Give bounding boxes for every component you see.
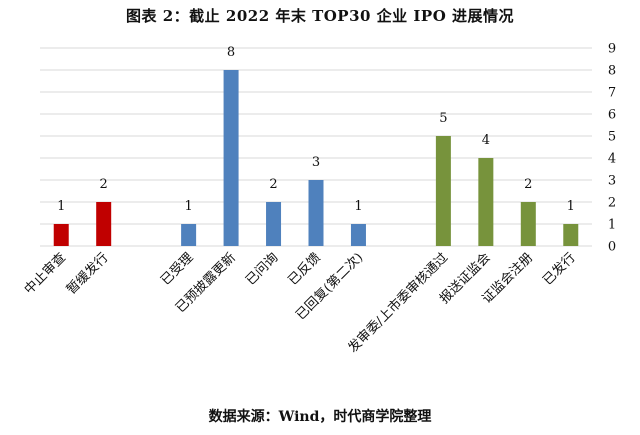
chart-title: 图表 2：截止 2022 年末 TOP30 企业 IPO 进展情况 <box>126 7 514 25</box>
bar-10 <box>478 158 494 246</box>
data-label-1: 2 <box>100 177 108 192</box>
data-label-12: 1 <box>567 199 575 214</box>
y-tick-label-5: 5 <box>608 130 616 145</box>
bar-9 <box>435 136 451 246</box>
category-label-6: 已反馈 <box>286 250 324 288</box>
data-label-6: 3 <box>312 155 320 170</box>
y-tick-label-0: 0 <box>608 240 616 255</box>
y-axis-ticks: 0 1 2 3 4 5 6 7 8 9 <box>608 42 616 255</box>
y-tick-label-4: 4 <box>608 152 616 167</box>
data-label-0: 1 <box>57 199 65 214</box>
data-label-11: 2 <box>524 177 532 192</box>
y-tick-label-8: 8 <box>608 64 616 79</box>
chart-source: 数据来源：Wind，时代商学院整理 <box>208 409 432 425</box>
data-label-9: 5 <box>439 111 447 126</box>
data-label-3: 1 <box>184 199 192 214</box>
y-tick-label-9: 9 <box>608 42 616 57</box>
category-label-5: 已问询 <box>243 250 281 288</box>
bar-0 <box>53 224 69 246</box>
y-tick-label-6: 6 <box>608 108 616 123</box>
category-label-0: 中止审查 <box>22 250 69 297</box>
data-label-10: 4 <box>482 133 490 148</box>
y-tick-label-1: 1 <box>608 218 616 233</box>
data-labels: 1 2 1 8 2 3 1 5 4 2 1 <box>57 45 575 214</box>
category-label-3: 已受理 <box>158 250 196 288</box>
bar-7 <box>350 224 366 246</box>
y-tick-label-3: 3 <box>608 174 616 189</box>
y-tick-label-7: 7 <box>608 86 616 101</box>
category-label-1: 暂缓发行 <box>63 250 111 298</box>
data-label-7: 1 <box>354 199 362 214</box>
data-label-4: 8 <box>227 45 235 60</box>
bars <box>53 70 579 246</box>
bar-12 <box>563 224 579 246</box>
bar-5 <box>266 202 282 246</box>
bar-11 <box>520 202 536 246</box>
category-label-12: 已发行 <box>540 250 579 289</box>
bar-3 <box>181 224 197 246</box>
data-label-5: 2 <box>269 177 277 192</box>
bar-6 <box>308 180 324 246</box>
bar-1 <box>96 202 112 246</box>
y-tick-label-2: 2 <box>608 196 616 211</box>
bar-4 <box>223 70 239 246</box>
